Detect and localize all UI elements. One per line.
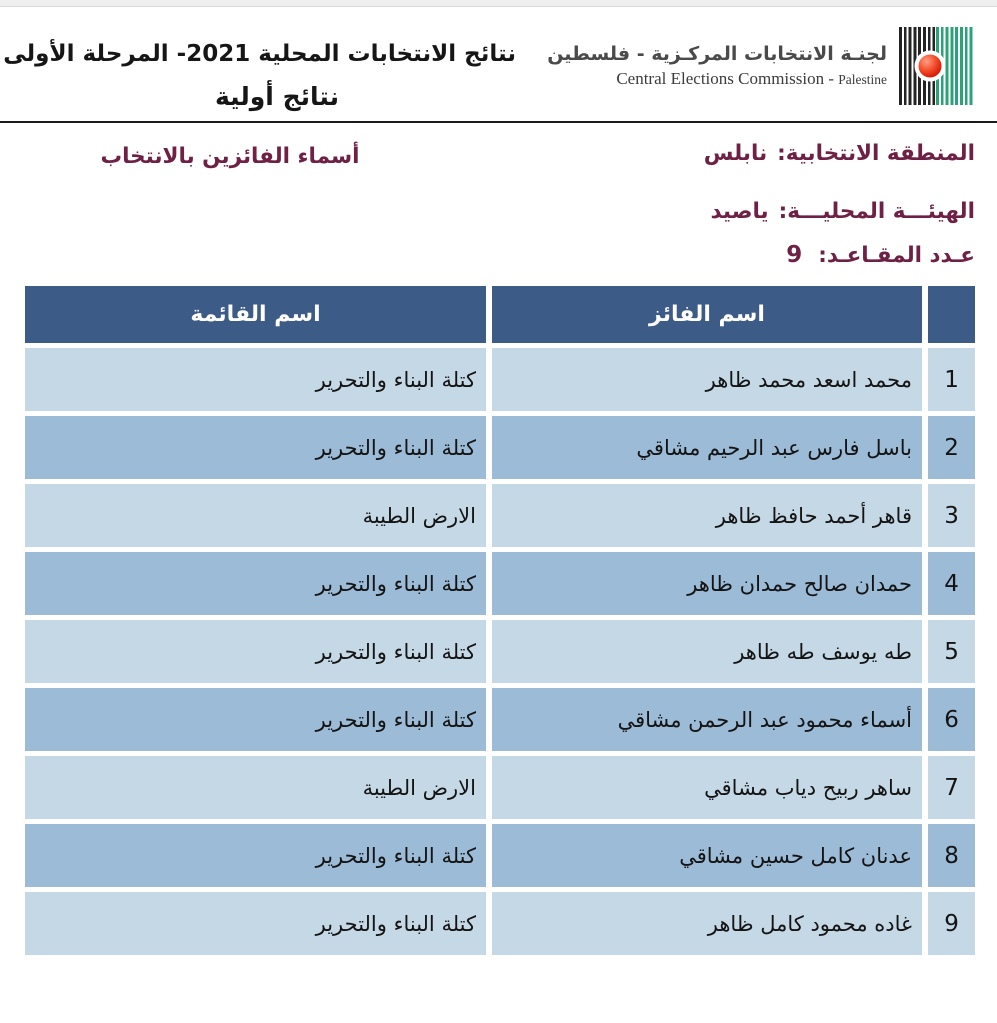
winners-heading: أسماء الفائزين بالانتخاب bbox=[100, 144, 360, 169]
seats-line: عـدد المقـاعـد: 9 bbox=[450, 240, 975, 272]
report-title-line2: نتائج أولية bbox=[215, 82, 339, 111]
results-table: اسم الفائز اسم القائمة 1 محمد اسعد محمد … bbox=[25, 286, 975, 956]
commission-name-arabic: لجنـة الانتخابات المركـزية - فلسطين bbox=[547, 43, 887, 65]
row-number-cell: 5 bbox=[928, 620, 975, 684]
winner-name-cell: محمد اسعد محمد ظاهر bbox=[492, 348, 922, 412]
district-value: نابلس bbox=[703, 141, 768, 166]
list-name-cell: الارض الطيبة bbox=[25, 756, 486, 820]
commission-name-english-suffix: Palestine bbox=[838, 72, 887, 87]
report-title: نتائج الانتخابات المحلية 2021- المرحلة ا… bbox=[3, 25, 516, 111]
cec-brand-text: لجنـة الانتخابات المركـزية - فلسطين Cent… bbox=[547, 43, 887, 89]
winner-name-cell: طه يوسف طه ظاهر bbox=[492, 620, 922, 684]
row-number-cell: 7 bbox=[928, 756, 975, 820]
winners-heading-wrap: أسماء الفائزين بالانتخاب bbox=[10, 139, 450, 272]
winner-name-cell: عدنان كامل حسين مشاقي bbox=[492, 824, 922, 888]
report-title-line1: نتائج الانتخابات المحلية 2021- المرحلة ا… bbox=[3, 41, 516, 67]
row-number-cell: 1 bbox=[928, 348, 975, 412]
commission-name-english: Central Elections Commission - Palestine bbox=[547, 69, 887, 89]
list-name-cell: كتلة البناء والتحرير bbox=[25, 688, 486, 752]
winner-name-cell: أسماء محمود عبد الرحمن مشاقي bbox=[492, 688, 922, 752]
logo-red-ball bbox=[914, 50, 946, 82]
row-number-cell: 2 bbox=[928, 416, 975, 480]
winner-name-cell: حمدان صالح حمدان ظاهر bbox=[492, 552, 922, 616]
col-header-number bbox=[928, 286, 975, 344]
commission-name-english-main: Central Elections Commission - bbox=[616, 69, 839, 88]
list-name-cell: كتلة البناء والتحرير bbox=[25, 892, 486, 956]
locality-value: ياصيد bbox=[710, 198, 769, 224]
list-name-cell: كتلة البناء والتحرير bbox=[25, 552, 486, 616]
election-info-section: المنطقة الانتخابية: نابلس الهيئـــة المحل… bbox=[0, 123, 997, 272]
list-name-cell: كتلة البناء والتحرير bbox=[25, 824, 486, 888]
row-number-cell: 6 bbox=[928, 688, 975, 752]
district-line: المنطقة الانتخابية: نابلس bbox=[450, 139, 975, 169]
winner-name-cell: قاهر أحمد حافظ ظاهر bbox=[492, 484, 922, 548]
winner-name-cell: ساهر ربيح دياب مشاقي bbox=[492, 756, 922, 820]
locality-line: الهيئـــة المحليـــة: ياصيد bbox=[450, 197, 975, 227]
winner-name-cell: غاده محمود كامل ظاهر bbox=[492, 892, 922, 956]
row-number-cell: 3 bbox=[928, 484, 975, 548]
cec-brand: لجنـة الانتخابات المركـزية - فلسطين Cent… bbox=[547, 25, 973, 105]
winner-name-cell: باسل فارس عبد الرحيم مشاقي bbox=[492, 416, 922, 480]
page-header: نتائج الانتخابات المحلية 2021- المرحلة ا… bbox=[0, 7, 997, 111]
row-number-cell: 4 bbox=[928, 552, 975, 616]
list-name-cell: كتلة البناء والتحرير bbox=[25, 416, 486, 480]
election-info: المنطقة الانتخابية: نابلس الهيئـــة المحل… bbox=[450, 139, 975, 272]
cec-logo-icon bbox=[899, 27, 973, 105]
row-number-cell: 9 bbox=[928, 892, 975, 956]
locality-label: الهيئـــة المحليـــة: bbox=[778, 198, 975, 224]
list-name-cell: كتلة البناء والتحرير bbox=[25, 348, 486, 412]
list-name-cell: كتلة البناء والتحرير bbox=[25, 620, 486, 684]
seats-value: 9 bbox=[786, 242, 803, 269]
page-top-band bbox=[0, 0, 997, 7]
header-divider bbox=[0, 121, 997, 123]
seats-label: عـدد المقـاعـد: bbox=[818, 243, 975, 269]
list-name-cell: الارض الطيبة bbox=[25, 484, 486, 548]
col-header-winner: اسم الفائز bbox=[492, 286, 922, 344]
district-label: المنطقة الانتخابية: bbox=[777, 141, 975, 166]
row-number-cell: 8 bbox=[928, 824, 975, 888]
col-header-list: اسم القائمة bbox=[25, 286, 486, 344]
